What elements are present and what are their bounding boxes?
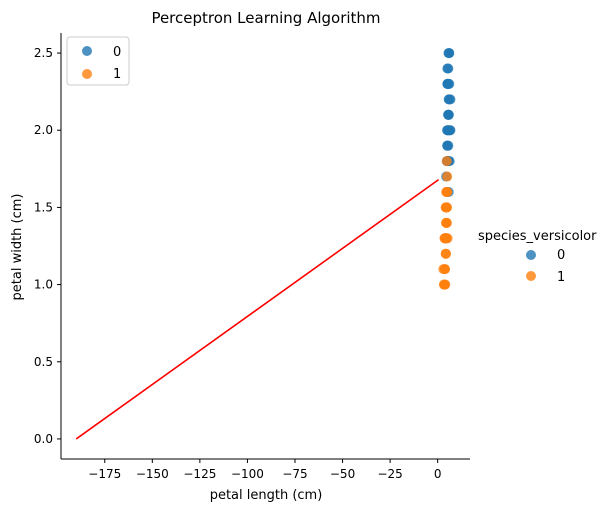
point-series-1-26	[438, 264, 449, 275]
point-series-0-13	[443, 94, 454, 105]
y-tick-label: 2.5	[34, 46, 53, 60]
x-tick-label: −175	[88, 467, 121, 481]
point-series-1-23	[440, 248, 451, 259]
point-series-1-13	[441, 217, 452, 228]
point-series-1-1	[442, 171, 453, 182]
x-tick-label: 0	[434, 467, 442, 481]
y-tick-label: 1.0	[34, 278, 53, 292]
y-tick-label: 0.5	[34, 355, 53, 369]
inner-legend-label-1: 1	[113, 67, 121, 82]
x-tick-label: −75	[282, 467, 307, 481]
chart-title: Perceptron Learning Algorithm	[151, 9, 380, 27]
inner-legend-marker-0	[82, 46, 92, 56]
outer-legend-title: species_versicolor	[478, 229, 597, 244]
plot-area	[60, 33, 470, 460]
y-axis-ticks: 0.0 0.5 1.0 1.5 2.0 2.5	[34, 46, 61, 446]
point-series-0-10	[442, 78, 453, 89]
x-tick-label: −150	[136, 467, 169, 481]
x-tick-label: −100	[231, 467, 264, 481]
decision-boundary-line	[75, 178, 440, 440]
inner-legend-marker-1	[82, 69, 92, 79]
outer-legend-label-0: 0	[557, 248, 565, 263]
point-series-0-17	[443, 109, 454, 120]
y-tick-label: 1.5	[34, 200, 53, 214]
point-series-1-0	[441, 156, 452, 167]
point-series-0-23	[444, 125, 455, 136]
inner-legend-label-0: 0	[113, 45, 121, 60]
point-series-1-30	[439, 279, 450, 290]
point-series-1-21	[442, 233, 453, 244]
y-tick-label: 2.0	[34, 123, 53, 137]
point-series-0-2	[443, 48, 454, 59]
point-series-0-4	[442, 63, 453, 74]
y-tick-label: 0.0	[34, 432, 53, 446]
x-axis-label: petal length (cm)	[210, 488, 323, 503]
inner-legend: 0 1	[66, 36, 130, 86]
point-series-1-9	[440, 202, 451, 213]
x-axis-ticks: −175 −150 −125 −100 −75 −50 −25 0	[88, 459, 441, 481]
x-tick-label: −125	[183, 467, 216, 481]
outer-legend-marker-1	[526, 271, 536, 281]
outer-legend: species_versicolor 0 1	[478, 229, 597, 285]
y-axis-label: petal width (cm)	[10, 194, 25, 301]
outer-legend-label-1: 1	[557, 270, 565, 285]
point-series-0-26	[442, 140, 453, 151]
x-tick-label: −50	[330, 467, 355, 481]
x-tick-label: −25	[377, 467, 402, 481]
outer-legend-marker-0	[526, 250, 536, 260]
point-series-1-4	[442, 186, 453, 197]
